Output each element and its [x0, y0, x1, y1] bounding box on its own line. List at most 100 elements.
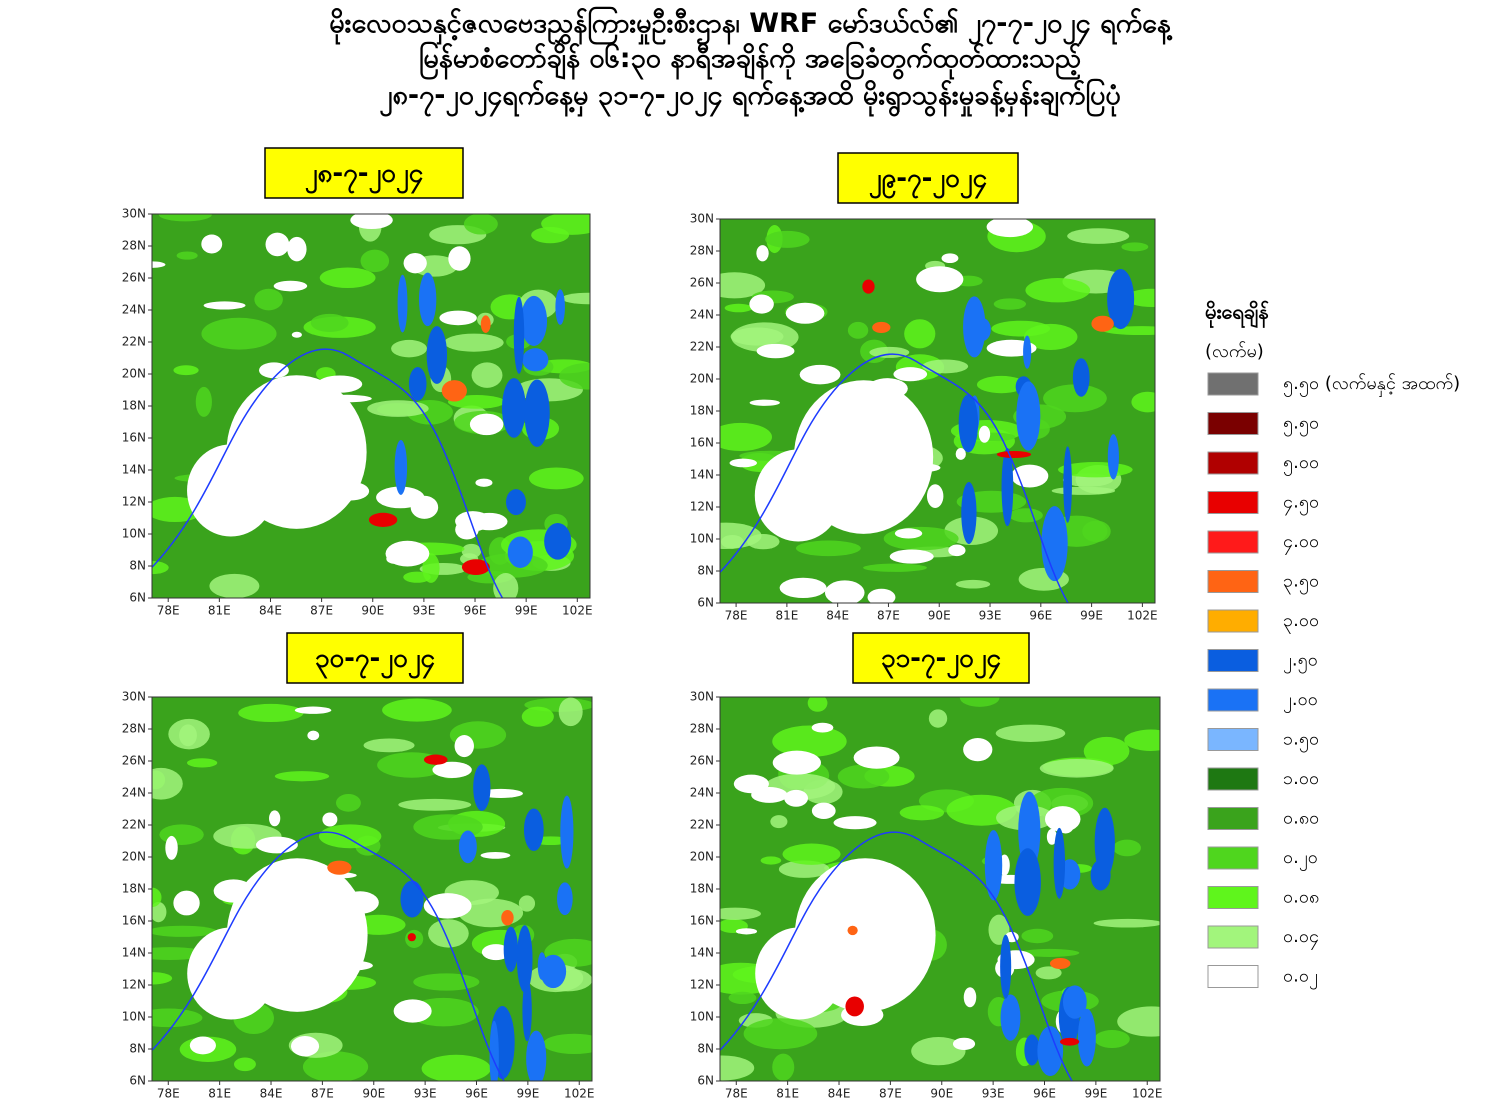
rain-area: [984, 830, 1003, 901]
rain-area: [1039, 759, 1114, 778]
lat-label: 30N: [122, 690, 146, 704]
dry-area: [801, 475, 831, 482]
dry-area: [403, 253, 427, 274]
legend-swatch: [1207, 965, 1259, 988]
rain-area: [363, 738, 415, 753]
rain-area: [521, 706, 554, 727]
rain-area: [158, 214, 212, 222]
rain-area: [778, 860, 830, 878]
rain-area: [238, 703, 304, 723]
lon-label: 78E: [725, 1087, 748, 1099]
dry-area: [867, 588, 896, 603]
dry-area: [262, 900, 305, 916]
rain-area: [561, 292, 590, 305]
dry-area: [196, 972, 219, 990]
legend-swatch: [1207, 767, 1259, 791]
rain-area: [423, 754, 448, 765]
rain-area: [400, 880, 424, 918]
dry-area: [811, 722, 834, 733]
lat-label: 24N: [690, 308, 714, 322]
dry-area: [754, 449, 842, 542]
legend-label: ၂.၀၀: [1283, 689, 1318, 713]
lon-label: 93E: [414, 1087, 437, 1099]
rain-area: [152, 887, 162, 908]
lat-label: 10N: [122, 1010, 146, 1024]
dry-area: [853, 746, 900, 769]
rain-area: [480, 315, 491, 333]
rain-area: [847, 321, 869, 339]
rain-area: [461, 559, 490, 575]
rain-area: [506, 489, 526, 516]
rain-area: [1041, 506, 1068, 582]
legend-label: ၄.၅၀: [1283, 492, 1319, 516]
rain-area: [274, 771, 330, 782]
lat-label: 12N: [122, 495, 146, 509]
title-line: ၂၈-၇-၂၀၂၄ရက်နေ့မှ ၃၁-၇-၂၀၂၄ ရက်နေ့အထိ မိ…: [379, 78, 1121, 117]
lon-label: 90E: [362, 1087, 385, 1099]
dry-area: [756, 245, 769, 262]
title-line: မိုးလေဝသနှင့်ဇလဗေဒညွှန်ကြားမှုဦးစီးဌာန၊ …: [329, 6, 1172, 45]
rain-area: [368, 512, 398, 527]
lon-label: 87E: [879, 1087, 902, 1099]
lat-label: 8N: [697, 564, 714, 578]
rain-area: [544, 522, 572, 560]
rain-area: [526, 1030, 547, 1081]
lat-label: 26N: [690, 754, 714, 768]
dry-area: [386, 553, 404, 564]
dry-area: [779, 577, 827, 599]
dry-area: [824, 580, 865, 603]
lat-label: 10N: [122, 527, 146, 541]
dry-area: [281, 388, 330, 414]
rain-area: [1025, 278, 1091, 303]
lat-label: 28N: [690, 722, 714, 736]
rain-area: [403, 571, 431, 583]
rain-area: [195, 386, 212, 417]
dry-area: [439, 310, 477, 326]
lon-label: 81E: [208, 1087, 231, 1099]
lon-label: 81E: [208, 604, 231, 618]
rain-area: [1062, 985, 1087, 1019]
rain-area: [1016, 381, 1041, 451]
rain-area: [928, 709, 948, 728]
rain-area: [441, 380, 467, 402]
legend-label: ၃.၀၀: [1283, 610, 1319, 634]
rain-area: [152, 561, 169, 575]
lat-label: 6N: [129, 591, 146, 605]
lat-label: 14N: [690, 946, 714, 960]
rain-area: [302, 1051, 369, 1081]
rain-area: [1082, 520, 1111, 543]
lat-label: 8N: [129, 559, 146, 573]
rain-area: [993, 298, 1027, 310]
dry-area: [749, 399, 780, 406]
lat-label: 16N: [122, 431, 146, 445]
coastline: [152, 348, 504, 598]
rain-area: [1043, 384, 1107, 413]
dry-area: [833, 816, 877, 830]
lat-label: 10N: [690, 532, 714, 546]
legend-swatch: [1207, 451, 1259, 475]
lat-label: 22N: [690, 340, 714, 354]
lat-label: 22N: [690, 818, 714, 832]
dry-area: [894, 462, 941, 473]
rain-area: [444, 333, 504, 352]
rain-area: [426, 326, 448, 384]
legend-swatch: [1207, 372, 1259, 396]
rain-area: [911, 1037, 966, 1066]
rain-area: [501, 378, 526, 438]
lat-label: 22N: [122, 335, 146, 349]
dry-area: [475, 478, 493, 487]
map-panel: 6N 8N 10N 12N 14N 16N 18N 20N 22N 24N 26N 28N 30N 78E…: [122, 207, 593, 618]
dry-area: [332, 481, 370, 501]
rain-area: [883, 526, 959, 551]
rain-area: [1000, 934, 1012, 999]
rain-area: [152, 1008, 203, 1028]
dry-area: [324, 872, 357, 879]
rain-area: [152, 925, 217, 937]
dry-area: [241, 948, 289, 970]
rain-area: [473, 764, 491, 811]
rain-area: [1035, 966, 1062, 980]
dry-area: [955, 447, 966, 460]
rain-area: [463, 214, 498, 235]
lat-label: 28N: [122, 239, 146, 253]
rain-area: [1077, 1008, 1096, 1067]
